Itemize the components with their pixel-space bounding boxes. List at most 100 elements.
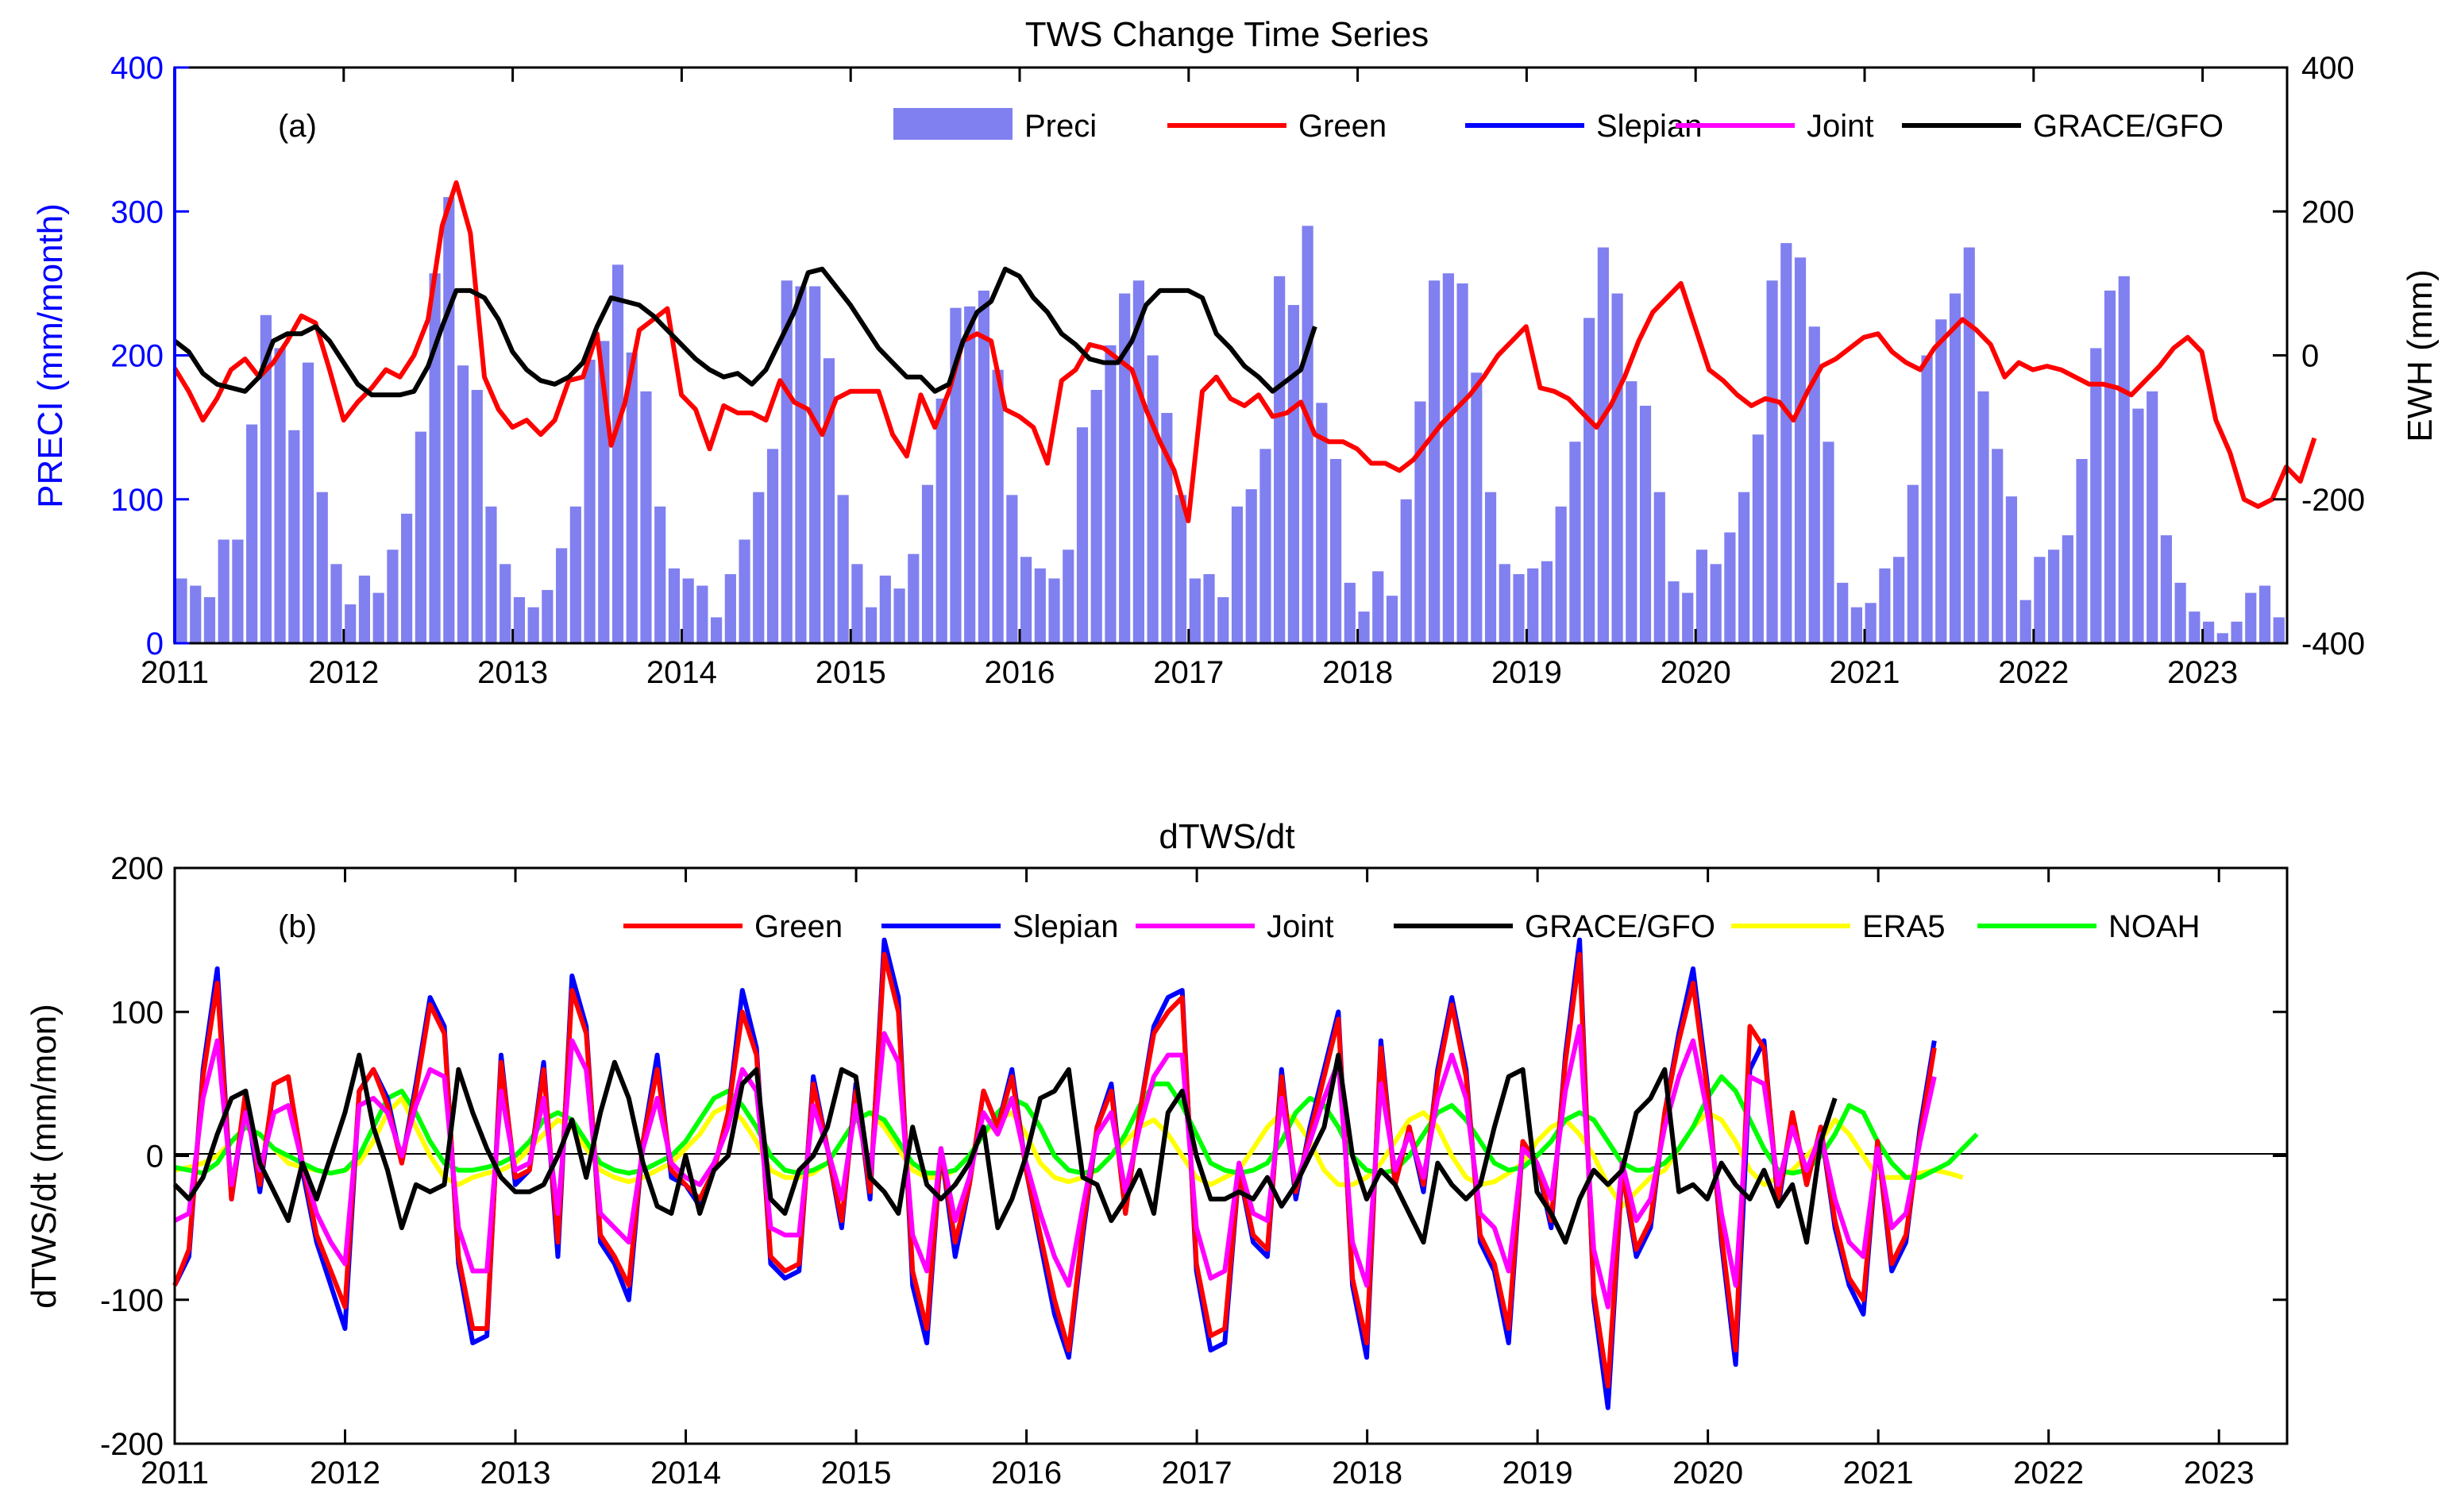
joint-line bbox=[173, 1024, 1937, 1310]
preci-bar bbox=[1442, 273, 1454, 643]
preci-bar bbox=[668, 568, 681, 643]
preci-bar bbox=[935, 398, 947, 643]
preci-bar bbox=[1527, 568, 1539, 643]
era5-line bbox=[174, 1096, 1964, 1209]
x-tick-label: 2015 bbox=[821, 1456, 892, 1491]
preci-bar bbox=[1132, 280, 1144, 643]
x-tick-label: 2014 bbox=[650, 1456, 721, 1491]
preci-bar bbox=[1034, 568, 1046, 643]
panel-a: TWS Change Time Series 2011 2012 2013 2014 2… bbox=[31, 15, 2440, 690]
panel-a-y-ticks-right: -400 -200 0 200 400 bbox=[2273, 51, 2365, 662]
preci-bar bbox=[2034, 557, 2046, 643]
preci-bar bbox=[1541, 561, 1553, 643]
preci-bar bbox=[1738, 492, 1750, 643]
preci-bar bbox=[2245, 592, 2257, 643]
y-tick-label-right: 0 bbox=[2301, 339, 2319, 374]
preci-bar bbox=[921, 484, 934, 643]
preci-bar bbox=[2273, 617, 2285, 643]
x-tick-label: 2017 bbox=[1162, 1456, 1232, 1491]
y-tick-label: 400 bbox=[110, 51, 164, 86]
legend-label: GRACE/GFO bbox=[1525, 909, 1715, 944]
preci-bar bbox=[316, 492, 328, 643]
preci-bar bbox=[513, 597, 526, 643]
preci-bar bbox=[372, 592, 384, 643]
preci-bar bbox=[1471, 372, 1483, 643]
preci-bar bbox=[1287, 305, 1299, 643]
preci-bar bbox=[1611, 293, 1623, 643]
preci-bar bbox=[1668, 581, 1680, 643]
preci-bar bbox=[1850, 607, 1863, 643]
x-tick-label: 2013 bbox=[480, 1456, 551, 1491]
panel-a-legend: Preci Green Slepian Joint GRACE/GFO bbox=[893, 108, 2224, 144]
preci-bar bbox=[682, 578, 694, 643]
y-tick-label-right: 400 bbox=[2301, 51, 2355, 86]
x-tick-label: 2022 bbox=[2013, 1456, 2084, 1491]
preci-bar bbox=[203, 597, 216, 643]
y-tick-label-right: -400 bbox=[2301, 627, 2365, 662]
preci-bar bbox=[1724, 532, 1736, 643]
preci-bar bbox=[1682, 592, 1694, 643]
y-tick-label-right: -200 bbox=[2301, 483, 2365, 518]
preci-bar bbox=[1499, 564, 1510, 643]
y-tick-label: 100 bbox=[110, 483, 164, 518]
preci-bar bbox=[964, 306, 976, 643]
preci-bar bbox=[2048, 550, 2060, 643]
preci-bar bbox=[1189, 578, 1201, 643]
preci-bar bbox=[1794, 257, 1807, 643]
panel-b-x-ticks: 2011 2012 2013 2014 2015 2016 2017 2018 2019 2020… bbox=[141, 868, 2255, 1491]
preci-bar bbox=[2118, 276, 2130, 643]
legend-label: NOAH bbox=[2108, 909, 2201, 944]
x-tick-label: 2020 bbox=[1661, 655, 1731, 690]
preci-bar bbox=[2132, 408, 2144, 643]
preci-bar bbox=[1231, 506, 1244, 643]
preci-bar bbox=[1710, 564, 1722, 643]
preci-bar bbox=[1344, 582, 1356, 643]
panel-a-title: TWS Change Time Series bbox=[1025, 15, 1429, 54]
y-tick-label: 300 bbox=[110, 195, 164, 230]
preci-bar bbox=[1386, 596, 1398, 643]
preci-bar bbox=[1147, 355, 1159, 643]
preci-bar bbox=[1949, 293, 1961, 643]
preci-bar bbox=[1063, 550, 1074, 643]
green-line bbox=[172, 951, 1937, 1389]
preci-bar bbox=[1808, 326, 1820, 643]
panel-a-label: (a) bbox=[278, 109, 317, 144]
preci-bar bbox=[274, 348, 286, 643]
preci-bar bbox=[1048, 578, 1060, 643]
preci-bar bbox=[260, 314, 272, 643]
x-tick-label: 2011 bbox=[141, 655, 209, 690]
preci-bar bbox=[1090, 390, 1102, 643]
preci-bar bbox=[1893, 557, 1905, 643]
preci-bar bbox=[190, 585, 202, 643]
preci-bar bbox=[1316, 403, 1328, 643]
preci-bar bbox=[781, 280, 793, 643]
y-tick-label: 0 bbox=[146, 627, 164, 662]
preci-bar bbox=[2160, 535, 2172, 643]
preci-bar bbox=[358, 575, 371, 643]
preci-bar bbox=[542, 589, 554, 643]
preci-bar bbox=[345, 604, 357, 643]
preci-bar bbox=[1992, 449, 2004, 643]
preci-bar bbox=[584, 359, 596, 643]
preci-bar bbox=[1695, 550, 1708, 643]
preci-bar bbox=[1569, 442, 1581, 643]
x-tick-label: 2011 bbox=[141, 1456, 209, 1491]
preci-bar bbox=[1203, 574, 1215, 643]
y-tick-label-right: 200 bbox=[2301, 195, 2355, 230]
preci-bar bbox=[2231, 621, 2243, 643]
preci-bars bbox=[176, 197, 2285, 643]
preci-bar bbox=[1020, 557, 1032, 643]
green-line bbox=[172, 180, 2317, 523]
preci-bar bbox=[443, 197, 455, 643]
legend-label: GRACE/GFO bbox=[2033, 109, 2224, 144]
preci-bar bbox=[1358, 611, 1370, 643]
preci-bar bbox=[879, 575, 891, 643]
preci-bar bbox=[2202, 621, 2215, 643]
y-tick-label: -100 bbox=[100, 1283, 164, 1318]
preci-bar bbox=[2216, 633, 2228, 643]
preci-bar bbox=[1879, 568, 1891, 643]
preci-bar bbox=[753, 492, 765, 643]
slepian-line bbox=[172, 937, 1937, 1410]
panel-a-lines bbox=[172, 180, 2317, 523]
legend-label: Slepian bbox=[1013, 909, 1118, 944]
